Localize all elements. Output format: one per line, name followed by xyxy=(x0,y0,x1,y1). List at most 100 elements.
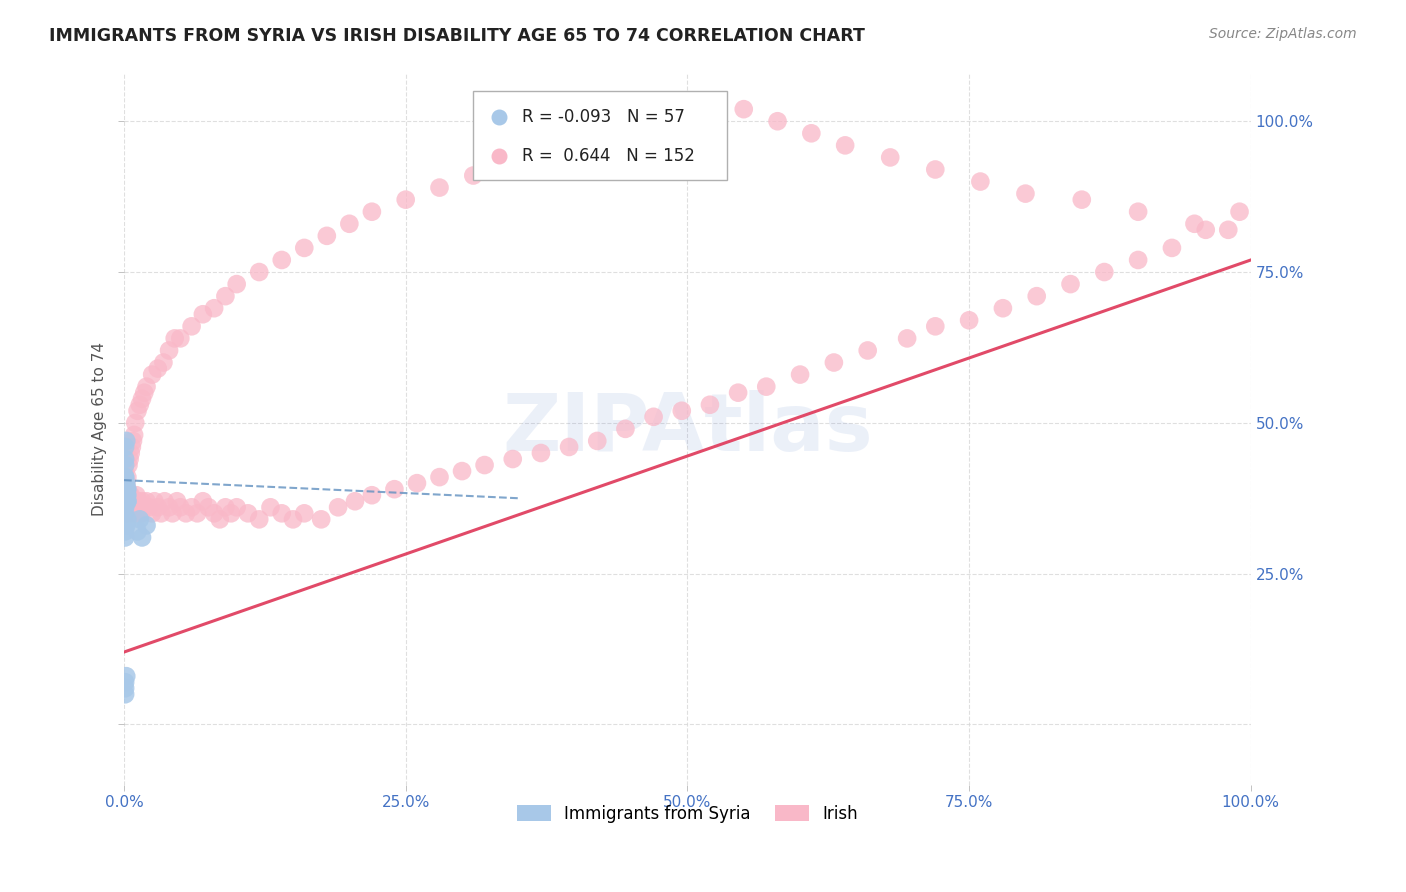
Point xyxy=(128,494,150,508)
Point xyxy=(114,494,136,508)
Point xyxy=(169,331,191,345)
Point xyxy=(117,458,139,472)
Point xyxy=(134,385,156,400)
Point xyxy=(120,494,142,508)
Point xyxy=(488,152,510,166)
Point xyxy=(127,500,149,515)
Point xyxy=(135,494,157,508)
Y-axis label: Disability Age 65 to 74: Disability Age 65 to 74 xyxy=(93,342,107,516)
Point xyxy=(141,506,163,520)
Point xyxy=(236,506,259,520)
Point xyxy=(789,368,811,382)
Point xyxy=(991,301,1014,316)
Point xyxy=(114,476,136,491)
Point xyxy=(115,669,138,683)
Point xyxy=(598,126,620,140)
Point xyxy=(120,446,142,460)
Point xyxy=(117,488,139,502)
Point xyxy=(131,392,153,406)
Text: Source: ZipAtlas.com: Source: ZipAtlas.com xyxy=(1209,27,1357,41)
Point xyxy=(197,500,219,515)
Point xyxy=(115,506,138,520)
Point xyxy=(665,114,688,128)
Point xyxy=(127,506,149,520)
Point xyxy=(530,145,553,159)
Point xyxy=(118,488,141,502)
Point xyxy=(114,476,136,491)
Point xyxy=(208,512,231,526)
Point xyxy=(586,434,609,448)
Point xyxy=(115,494,138,508)
Point xyxy=(270,252,292,267)
Point xyxy=(115,500,138,515)
Point xyxy=(671,404,693,418)
Point xyxy=(134,500,156,515)
Point xyxy=(1059,277,1081,291)
Point xyxy=(343,494,366,508)
Point xyxy=(117,488,139,502)
Point xyxy=(114,488,136,502)
Point xyxy=(924,319,946,334)
Point xyxy=(1092,265,1115,279)
Point xyxy=(614,422,637,436)
Point xyxy=(395,193,418,207)
Point xyxy=(127,404,149,418)
Point xyxy=(115,476,138,491)
Point xyxy=(115,506,138,520)
Point xyxy=(270,506,292,520)
Point xyxy=(152,355,174,369)
Point xyxy=(115,500,138,515)
Point xyxy=(115,482,138,496)
Point xyxy=(879,150,901,164)
Point xyxy=(1218,223,1240,237)
Point xyxy=(115,482,138,496)
Point xyxy=(463,169,485,183)
Point xyxy=(643,409,665,424)
Point xyxy=(150,506,173,520)
Point xyxy=(214,289,236,303)
Point xyxy=(530,446,553,460)
Point xyxy=(1126,204,1149,219)
Point xyxy=(114,458,136,472)
Point xyxy=(326,500,349,515)
Point xyxy=(135,379,157,393)
Point xyxy=(115,482,138,496)
Point xyxy=(558,440,581,454)
Point xyxy=(834,138,856,153)
Point xyxy=(186,506,208,520)
Point xyxy=(131,494,153,508)
Point xyxy=(114,506,136,520)
Point xyxy=(128,512,150,526)
Point xyxy=(114,470,136,484)
FancyBboxPatch shape xyxy=(474,91,727,180)
Point xyxy=(118,488,141,502)
Point xyxy=(502,452,524,467)
Point xyxy=(135,518,157,533)
Point xyxy=(727,385,749,400)
Point xyxy=(924,162,946,177)
Point xyxy=(474,458,496,472)
Point xyxy=(896,331,918,345)
Point xyxy=(191,307,214,321)
Point xyxy=(496,156,519,170)
Text: ZIPAtlas: ZIPAtlas xyxy=(502,390,873,468)
Point xyxy=(114,476,136,491)
Point xyxy=(429,470,451,484)
Point xyxy=(169,500,191,515)
Point xyxy=(117,494,139,508)
Point xyxy=(117,494,139,508)
Point xyxy=(114,500,136,515)
Point xyxy=(141,368,163,382)
Point xyxy=(118,494,141,508)
Point xyxy=(115,482,138,496)
Point xyxy=(117,482,139,496)
Point xyxy=(138,500,160,515)
Point xyxy=(122,428,145,442)
Point xyxy=(114,482,136,496)
Point xyxy=(114,531,136,545)
Point xyxy=(128,398,150,412)
Point xyxy=(1229,204,1251,219)
Point xyxy=(153,494,176,508)
Point xyxy=(202,506,225,520)
Point xyxy=(823,355,845,369)
